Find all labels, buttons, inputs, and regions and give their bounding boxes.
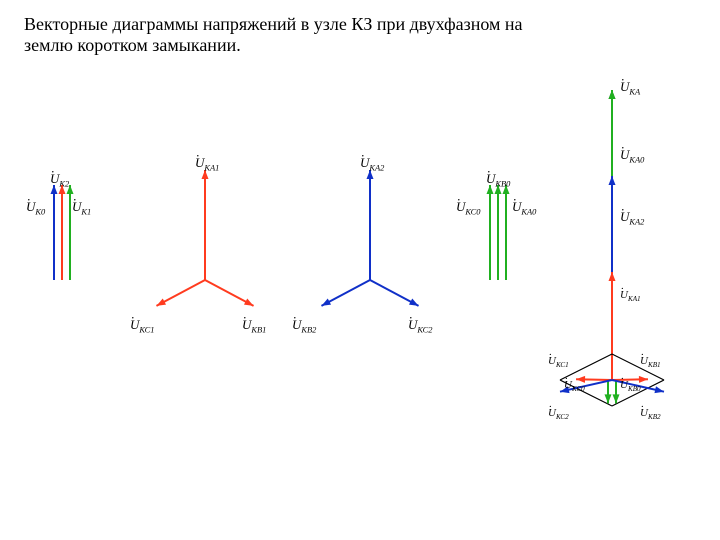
label-UKC1: ·UКС1 (130, 318, 154, 334)
label-UKA1: ·UКА1 (620, 290, 641, 303)
label-UKA1: ·UКА1 (195, 156, 219, 172)
label-UKB0: ·UКВ0 (620, 380, 641, 393)
label-UKC2: ·UКС2 (408, 318, 432, 334)
label-UKA0: ·UКА0 (620, 148, 644, 164)
label-UKB1: ·UКВ1 (242, 318, 266, 334)
label-UKA2: ·UКА2 (620, 210, 644, 226)
label-UKA0: ·UКА0 (512, 200, 536, 216)
label-UKA: ·UКА (620, 80, 640, 96)
label-UKB1: ·UКВ1 (640, 356, 661, 369)
label-UK2: ·UК2 (50, 172, 69, 188)
label-UK1: ·UК1 (72, 200, 91, 216)
label-UKB2: ·UКВ2 (640, 408, 661, 421)
label-UK0: ·UК0 (26, 200, 45, 216)
label-UKC1: ·UКС1 (548, 356, 569, 369)
vector-diagram-canvas (0, 0, 720, 540)
label-UKC2: ·UКС2 (548, 408, 569, 421)
label-UKA2: ·UКА2 (360, 156, 384, 172)
label-UKB0: ·UКВ0 (486, 172, 510, 188)
label-UKC0: ·UКС0 (456, 200, 480, 216)
label-UKB2: ·UКВ2 (292, 318, 316, 334)
label-UKC0: ·UКС0 (564, 380, 585, 393)
